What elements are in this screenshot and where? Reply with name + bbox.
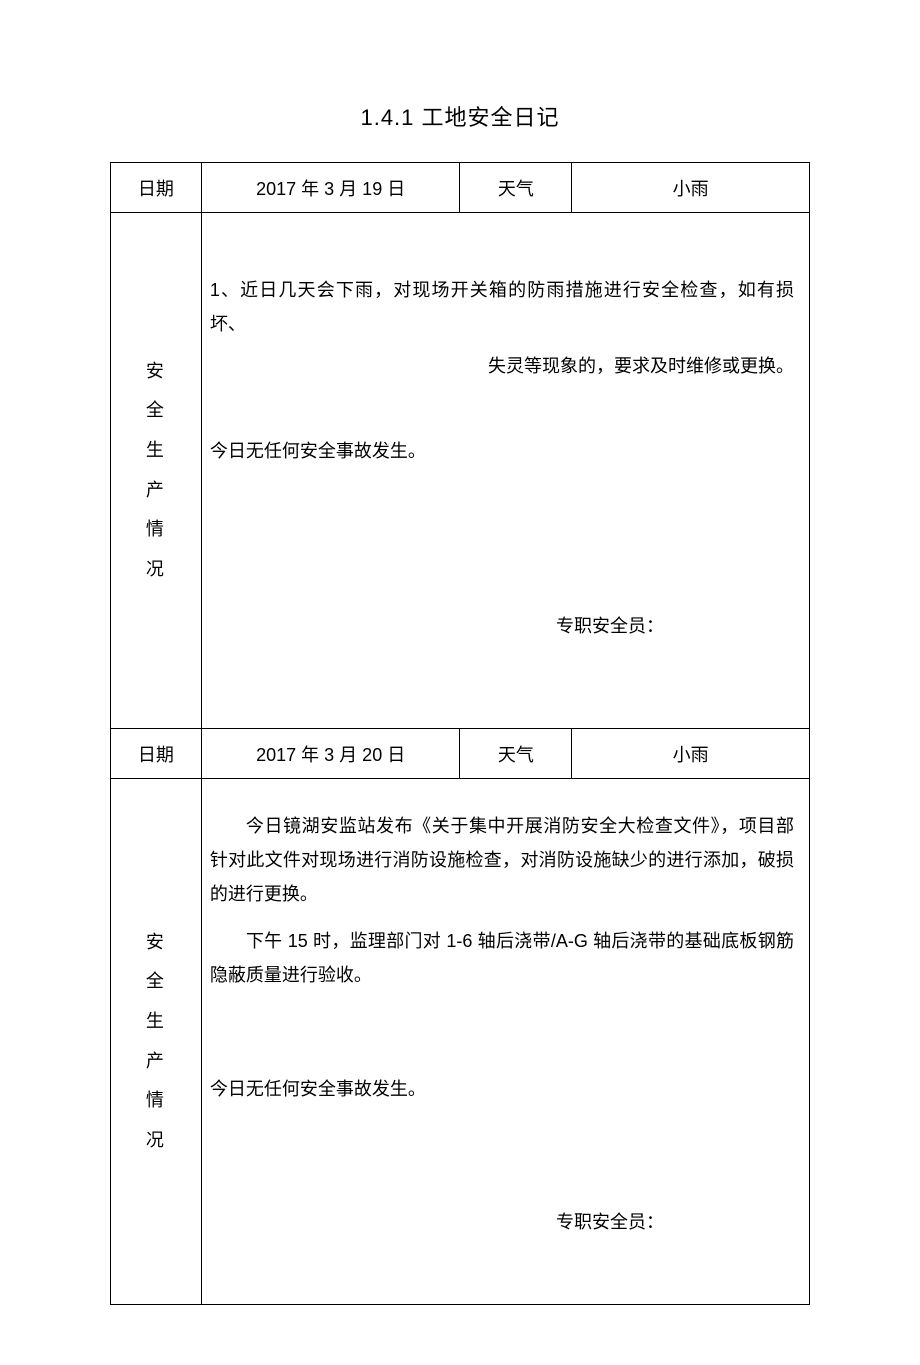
weather-label-1: 天气 <box>460 163 572 213</box>
date-value-2: 2017 年 3 月 20 日 <box>201 729 460 779</box>
entry-1-no-accident: 今日无任何安全事故发生。 <box>210 434 794 468</box>
entry-2-para-1: 今日镜湖安监站发布《关于集中开展消防安全大检查文件》，项目部针对此文件对现场进行… <box>210 809 794 912</box>
officer-signature-1: 专职安全员： <box>556 609 664 643</box>
date-value-1: 2017 年 3 月 19 日 <box>201 163 460 213</box>
side-label-text-1: 安全生产情况 <box>146 361 166 579</box>
side-label-2: 安全生产情况 <box>111 779 202 1305</box>
entry-1-block: 1、近日几天会下雨，对现场开关箱的防雨措施进行安全检查，如有损坏、 失灵等现象的… <box>210 273 794 703</box>
entry-2-block: 今日镜湖安监站发布《关于集中开展消防安全大检查文件》，项目部针对此文件对现场进行… <box>210 809 794 1279</box>
side-label-1: 安全生产情况 <box>111 213 202 729</box>
entry-1-line1: 1、近日几天会下雨，对现场开关箱的防雨措施进行安全检查，如有损坏、 <box>210 273 794 341</box>
entry-1-content: 1、近日几天会下雨，对现场开关箱的防雨措施进行安全检查，如有损坏、 失灵等现象的… <box>201 213 809 729</box>
weather-value-1: 小雨 <box>572 163 810 213</box>
entry-2-header: 日期 2017 年 3 月 20 日 天气 小雨 <box>111 729 810 779</box>
entry-2-no-accident: 今日无任何安全事故发生。 <box>210 1072 794 1106</box>
weather-label-2: 天气 <box>460 729 572 779</box>
entry-2-para-2: 下午 15 时，监理部门对 1-6 轴后浇带/A-G 轴后浇带的基础底板钢筋隐蔽… <box>210 924 794 992</box>
entry-1-content-row: 安全生产情况 1、近日几天会下雨，对现场开关箱的防雨措施进行安全检查，如有损坏、… <box>111 213 810 729</box>
date-label-1: 日期 <box>111 163 202 213</box>
entry-2-content: 今日镜湖安监站发布《关于集中开展消防安全大检查文件》，项目部针对此文件对现场进行… <box>201 779 809 1305</box>
document-page: 1.4.1 工地安全日记 日期 2017 年 3 月 19 日 天气 小雨 安全… <box>0 0 920 1365</box>
date-label-2: 日期 <box>111 729 202 779</box>
document-title: 1.4.1 工地安全日记 <box>110 100 810 132</box>
side-label-text-2: 安全生产情况 <box>146 932 166 1150</box>
officer-signature-2: 专职安全员： <box>556 1205 664 1239</box>
entry-1-line2: 失灵等现象的，要求及时维修或更换。 <box>210 349 794 383</box>
weather-value-2: 小雨 <box>572 729 810 779</box>
safety-log-table: 日期 2017 年 3 月 19 日 天气 小雨 安全生产情况 1、近日几天会下… <box>110 162 810 1305</box>
entry-1-header: 日期 2017 年 3 月 19 日 天气 小雨 <box>111 163 810 213</box>
entry-2-content-row: 安全生产情况 今日镜湖安监站发布《关于集中开展消防安全大检查文件》，项目部针对此… <box>111 779 810 1305</box>
